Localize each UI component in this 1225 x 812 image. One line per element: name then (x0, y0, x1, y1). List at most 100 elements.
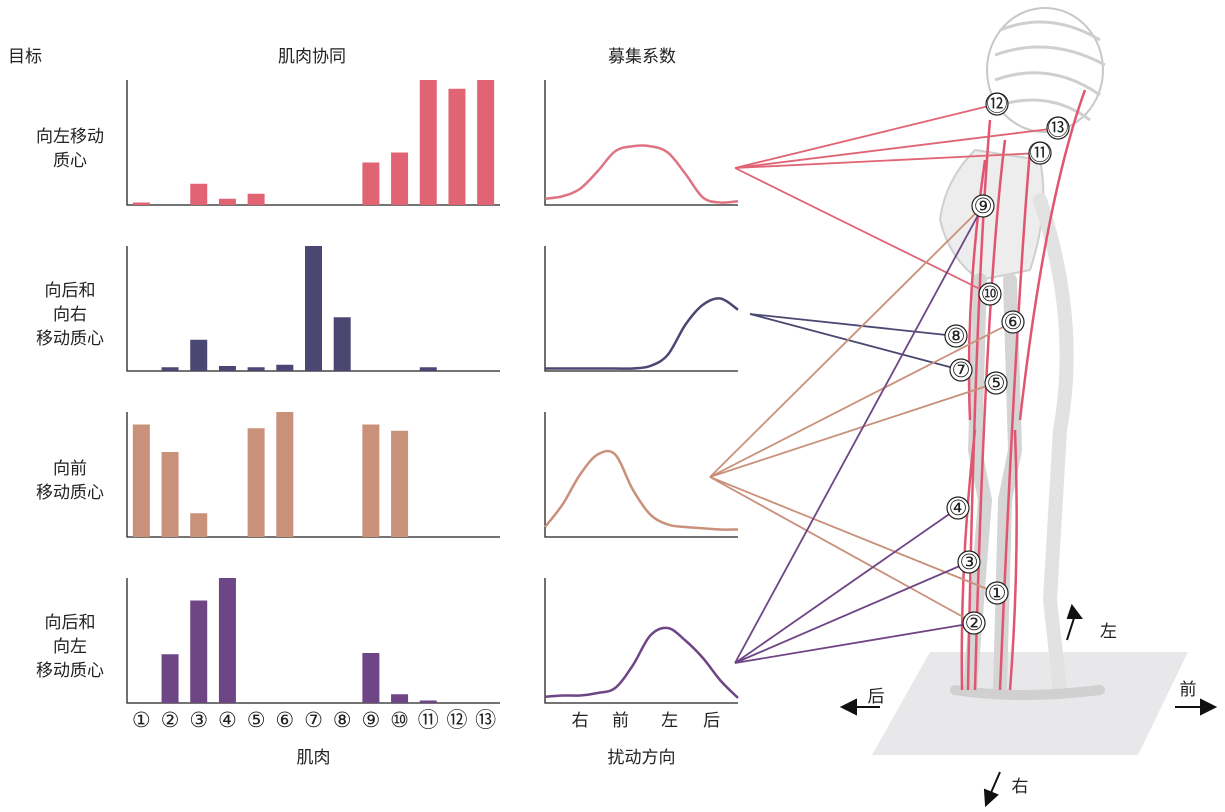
muscle-marker (985, 92, 1009, 116)
bar (419, 367, 437, 371)
x-axis-label: 肌肉 (297, 748, 331, 768)
curve (544, 449, 739, 531)
muscle-label: ⑩ (981, 282, 1000, 306)
muscle-label: ⑦ (952, 358, 971, 382)
muscle-marker (985, 581, 1009, 605)
muscle-marker (957, 550, 981, 574)
muscle-marker (1046, 116, 1070, 140)
connector (734, 507, 959, 664)
synergy-header: 肌肉协同 (278, 47, 346, 67)
bar (391, 430, 409, 537)
row-label: 向左移动 质心 (36, 126, 104, 171)
x-tick-label: 前 (612, 711, 629, 731)
bar (218, 198, 236, 205)
connector (709, 382, 997, 478)
bar (362, 162, 380, 205)
muscle-marker (984, 371, 1008, 395)
connector (709, 476, 998, 594)
bar (190, 183, 208, 205)
muscle-label: ⑧ (947, 324, 966, 348)
muscle-marker (949, 358, 973, 382)
bar (190, 600, 208, 703)
goal-header: 目标 (8, 47, 42, 67)
bar (391, 152, 409, 205)
x-tick-label: ④ (218, 708, 237, 732)
axis (126, 578, 500, 704)
x-tick-label: 左 (661, 711, 678, 731)
bar (218, 366, 236, 371)
x-axis-label: 扰动方向 (608, 748, 676, 768)
muscle-label: ③ (960, 550, 979, 574)
row-label: 向后和 向右 移动质心 (36, 280, 104, 349)
bar (132, 202, 150, 205)
connector (709, 476, 975, 624)
bar (190, 339, 208, 371)
axis (126, 80, 500, 206)
connector (709, 321, 1014, 478)
connector (734, 127, 1059, 169)
muscle-marker (962, 611, 986, 635)
direction-label: 后 (868, 687, 885, 707)
curve (544, 144, 739, 204)
axis (544, 578, 738, 704)
bar (161, 452, 179, 537)
x-tick-label: 右 (572, 711, 589, 731)
muscle-marker (944, 324, 968, 348)
x-tick-label: 后 (703, 711, 720, 731)
x-tick-label: ⑤ (247, 708, 266, 732)
muscle-marker (971, 194, 995, 218)
curve (544, 626, 739, 699)
x-tick-label: ⑬ (475, 708, 496, 732)
x-tick-label: ③ (189, 708, 208, 732)
x-tick-label: ⑨ (361, 708, 380, 732)
skeleton (839, 7, 1218, 808)
bar (190, 513, 208, 537)
bar (448, 88, 466, 205)
bar (161, 654, 179, 703)
x-tick-label: ⑦ (304, 708, 323, 732)
muscle-label: ④ (949, 496, 968, 520)
bar (419, 80, 437, 205)
connector (709, 205, 984, 478)
connector (734, 622, 975, 664)
muscle-label: ⑥ (1004, 310, 1023, 334)
muscle-label: ② (965, 611, 984, 635)
axis (126, 412, 500, 538)
muscle-marker (1028, 141, 1052, 165)
recruitment-header: 募集系数 (608, 47, 676, 67)
bar (247, 193, 265, 205)
x-tick-label: ② (161, 708, 180, 732)
bar (247, 367, 265, 371)
x-tick-label: ⑫ (446, 708, 467, 732)
muscle-label: ① (988, 581, 1007, 605)
bar (362, 653, 380, 703)
muscle-label: ⑫ (987, 92, 1008, 116)
bar (362, 424, 380, 537)
x-tick-label: ⑩ (390, 708, 409, 732)
direction-label: 前 (1180, 680, 1197, 700)
muscle-marker (946, 496, 970, 520)
connector (749, 313, 957, 337)
bar (305, 246, 322, 371)
connector (749, 313, 962, 371)
axis (126, 246, 500, 372)
bar (276, 364, 294, 371)
bar (391, 694, 409, 703)
bar (333, 317, 351, 371)
muscle-marker (978, 282, 1002, 306)
bar (276, 412, 294, 537)
bar (247, 428, 265, 537)
connector (734, 152, 1041, 169)
muscle-label: ⑤ (987, 371, 1006, 395)
x-tick-label: ⑪ (418, 708, 439, 732)
muscle-marker (1001, 310, 1025, 334)
bar (132, 424, 150, 537)
row-label: 向前 移动质心 (36, 458, 104, 503)
connector (734, 561, 970, 664)
axis (544, 80, 738, 206)
bar (218, 578, 236, 703)
axis (544, 246, 738, 372)
row-label: 向后和 向左 移动质心 (36, 612, 104, 681)
